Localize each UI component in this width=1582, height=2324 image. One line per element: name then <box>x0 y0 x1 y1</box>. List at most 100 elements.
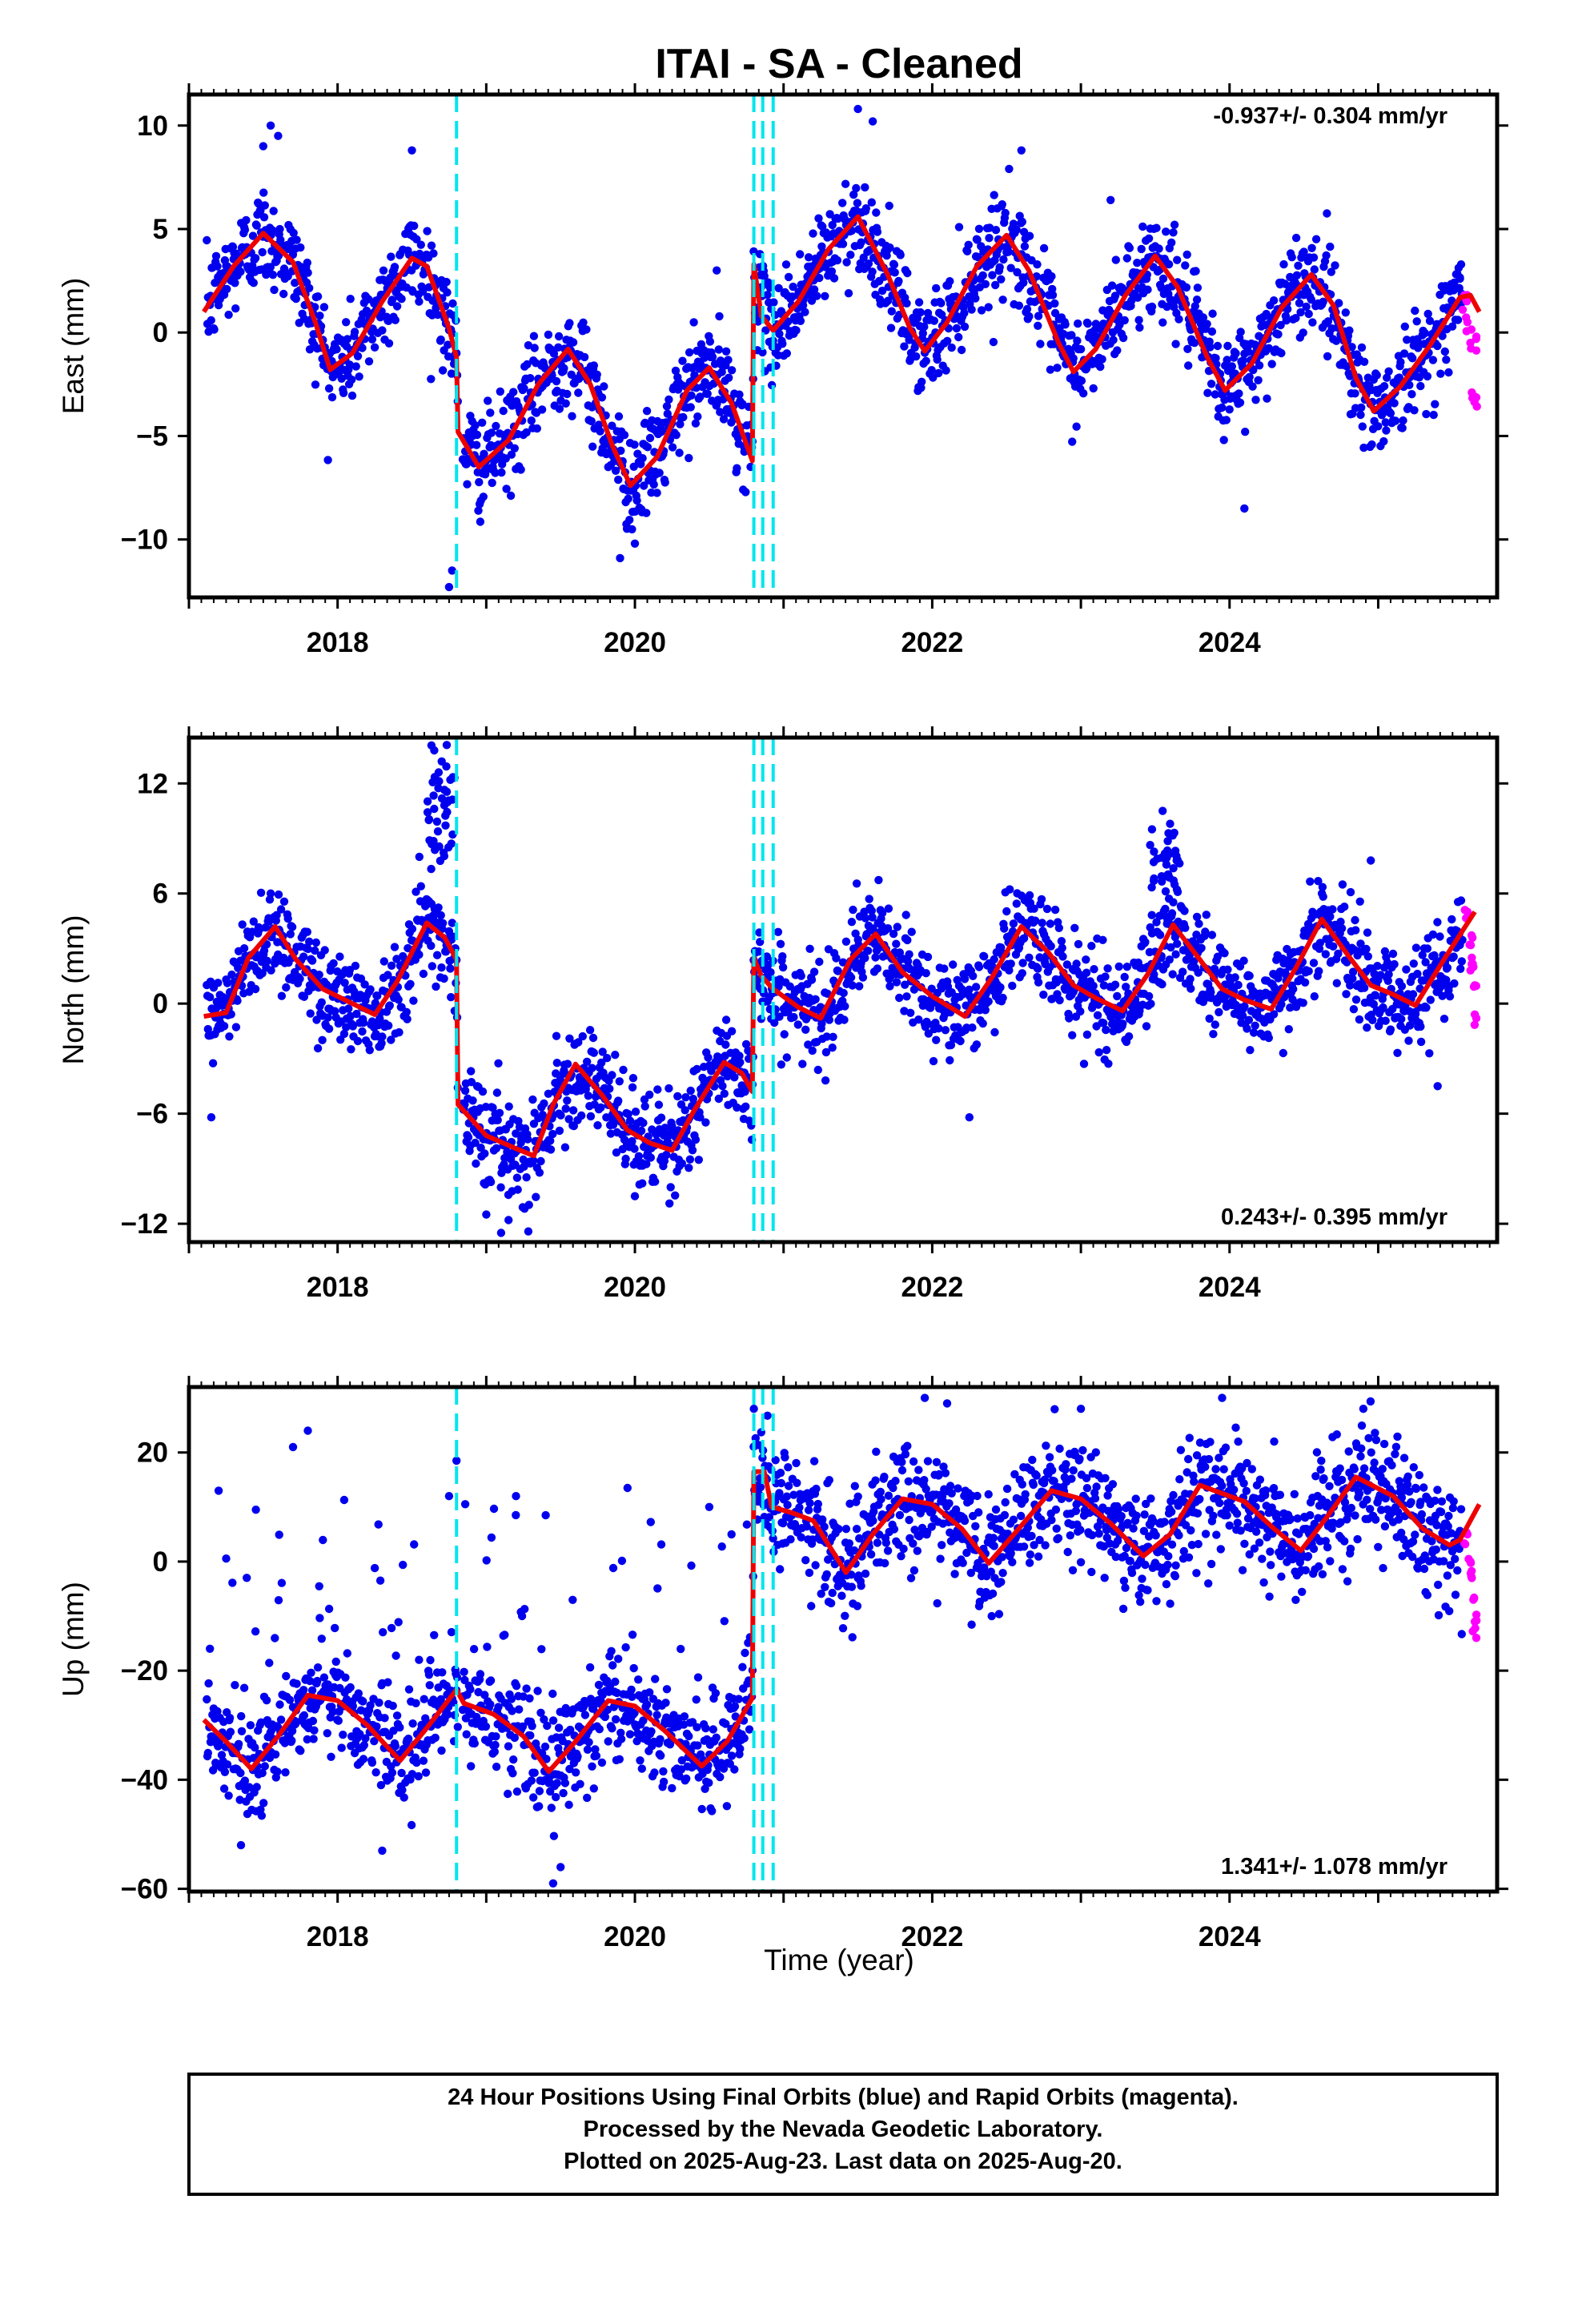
final-orbit-point <box>1356 939 1365 948</box>
final-orbit-point <box>760 271 769 280</box>
final-orbit-point <box>305 937 314 947</box>
final-orbit-point <box>530 344 539 352</box>
final-orbit-point <box>934 1024 943 1033</box>
final-orbit-point <box>840 1015 849 1024</box>
final-orbit-point <box>1235 389 1243 398</box>
final-orbit-point <box>1047 271 1056 281</box>
final-orbit-point <box>1173 255 1182 264</box>
final-orbit-point <box>1146 999 1155 1008</box>
final-orbit-point <box>1082 955 1090 964</box>
final-orbit-point <box>868 117 877 126</box>
final-orbit-point <box>651 1177 660 1186</box>
final-orbit-point <box>807 975 817 984</box>
y-tick-label: −12 <box>121 1208 168 1240</box>
final-orbit-point <box>857 238 865 247</box>
final-orbit-point <box>1213 952 1223 961</box>
final-orbit-point <box>1379 1003 1387 1012</box>
x-ticks <box>187 83 1491 609</box>
final-orbit-point <box>1373 962 1382 971</box>
final-orbit-point <box>1072 422 1081 431</box>
final-orbit-point <box>889 929 898 939</box>
final-orbit-point <box>1240 1002 1249 1011</box>
final-orbit-point <box>1351 915 1359 925</box>
final-orbit-point <box>524 1200 533 1209</box>
final-orbit-point <box>1102 1046 1111 1055</box>
final-orbit-point <box>331 1657 340 1667</box>
final-orbit-point <box>347 1045 355 1054</box>
final-orbit-point <box>1090 326 1099 335</box>
final-orbit-point <box>259 188 268 197</box>
y-tick-label: 12 <box>137 768 168 799</box>
final-orbit-point <box>679 412 688 422</box>
final-orbit-point <box>1279 259 1288 269</box>
final-orbit-point <box>817 222 827 231</box>
final-orbit-point <box>1348 967 1358 976</box>
final-orbit-point <box>1292 271 1302 279</box>
final-orbit-points <box>203 1393 1467 1888</box>
final-orbit-point <box>472 440 481 449</box>
final-orbit-point <box>832 954 841 963</box>
final-orbit-point <box>370 1563 379 1573</box>
final-orbit-point <box>246 1721 255 1730</box>
final-orbit-point <box>319 1673 329 1682</box>
final-orbit-point <box>282 983 291 992</box>
final-orbit-point <box>303 944 312 954</box>
final-orbit-point <box>873 964 882 973</box>
final-orbit-point <box>350 328 359 336</box>
final-orbit-point <box>251 1627 260 1636</box>
final-orbit-point <box>360 980 369 989</box>
final-orbit-point <box>1397 982 1407 991</box>
final-orbit-point <box>1002 907 1011 916</box>
x-tick-label: 2022 <box>901 627 963 658</box>
final-orbit-point <box>1133 293 1142 302</box>
rapid-orbit-point <box>1467 931 1476 940</box>
final-orbit-point <box>727 1027 737 1035</box>
final-orbit-point <box>395 1027 404 1037</box>
final-orbit-point <box>691 419 701 428</box>
final-orbit-point <box>348 1702 357 1711</box>
final-orbit-point <box>780 1030 789 1039</box>
final-orbit-point <box>249 917 258 926</box>
final-orbit-point <box>673 1092 682 1101</box>
final-orbit-point <box>1326 242 1335 251</box>
final-orbit-point <box>1069 354 1078 363</box>
final-orbit-point <box>1012 225 1022 235</box>
final-orbit-point <box>1170 933 1180 942</box>
final-orbit-point <box>984 303 993 312</box>
final-orbit-point <box>287 1736 296 1745</box>
final-orbit-point <box>546 1136 555 1145</box>
final-orbit-point <box>1310 992 1319 1001</box>
final-orbit-point <box>1456 274 1464 283</box>
final-orbit-point <box>621 1154 630 1164</box>
final-orbit-point <box>1182 283 1191 292</box>
final-orbit-point <box>408 1770 417 1779</box>
final-orbit-point <box>666 1183 675 1192</box>
final-orbit-point <box>1099 1019 1108 1027</box>
final-orbit-point <box>1440 347 1450 356</box>
x-tick-label: 2018 <box>307 1272 369 1303</box>
final-orbit-point <box>374 1520 383 1529</box>
final-orbit-point <box>1006 885 1014 894</box>
final-orbit-point <box>1423 309 1432 319</box>
final-orbit-point <box>234 1739 243 1748</box>
y-tick-label: 0 <box>153 988 168 1019</box>
final-orbit-point <box>960 975 970 983</box>
final-orbit-point <box>1379 382 1389 391</box>
final-orbit-point <box>233 996 242 1005</box>
final-orbit-point <box>646 1153 655 1162</box>
final-orbit-point <box>291 279 299 287</box>
final-orbit-point <box>404 943 412 953</box>
final-orbit-point <box>676 420 685 428</box>
rapid-orbit-point <box>1462 313 1471 322</box>
final-orbit-point <box>217 1751 227 1759</box>
final-orbit-point <box>307 1686 317 1695</box>
final-orbit-point <box>443 288 452 297</box>
final-orbit-point <box>256 888 266 898</box>
final-orbit-point <box>424 815 433 825</box>
final-orbit-point <box>1158 979 1166 989</box>
final-orbit-point <box>463 480 472 489</box>
final-orbit-point <box>1135 323 1144 332</box>
final-orbit-point <box>640 1102 649 1111</box>
final-orbit-point <box>1025 231 1034 240</box>
final-orbit-point <box>1308 318 1317 327</box>
